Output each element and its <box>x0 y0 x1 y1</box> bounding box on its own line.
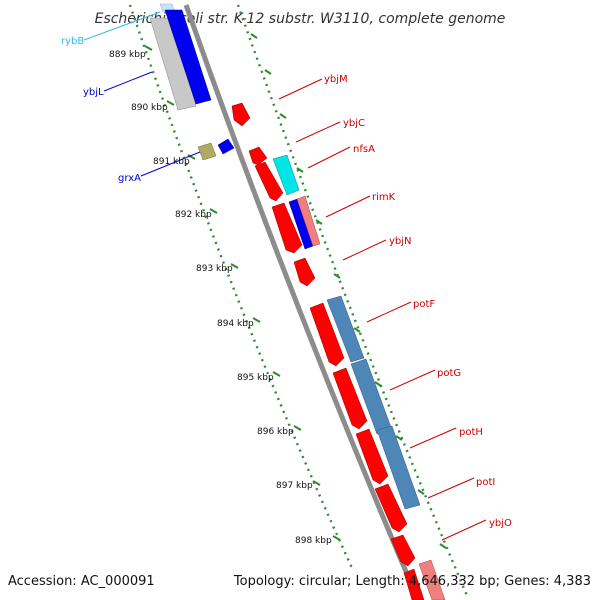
gene-label-potf[interactable]: potF <box>413 299 435 310</box>
gene-ybjl[interactable] <box>164 9 212 105</box>
map-title: Escherichia coli str. K-12 substr. W3110… <box>95 11 506 27</box>
gene-label-rybb[interactable]: rybB <box>61 36 84 47</box>
leader-line <box>278 78 323 100</box>
scale-label: 897 kbp <box>276 481 313 491</box>
outer-ruler-tick <box>439 543 447 549</box>
gene-poth-steel[interactable] <box>376 425 421 510</box>
scale-labels: 889 kbp 890 kbp 891 kbp 892 kbp 893 kbp … <box>109 50 332 546</box>
gene-ybjn[interactable] <box>293 257 316 287</box>
leader-line <box>441 519 487 541</box>
scale-label: 889 kbp <box>109 50 146 60</box>
gene-label-rimk[interactable]: rimK <box>372 192 396 203</box>
outer-ruler-tick <box>315 219 323 225</box>
scale-label: 891 kbp <box>153 157 190 167</box>
gene-label-ybjn[interactable]: ybjN <box>389 236 412 247</box>
gene-label-ybjm[interactable]: ybjM <box>324 74 348 85</box>
ruler-tick <box>187 154 196 160</box>
outer-ruler-tick <box>264 69 272 75</box>
left-gene-labels: rybB ybjL grxA <box>61 11 201 184</box>
leader-line <box>325 195 371 218</box>
outer-ruler-tick <box>417 489 425 495</box>
gene-label-poti[interactable]: potI <box>476 477 495 488</box>
outer-ruler-tick <box>296 167 304 173</box>
gene-ybjc[interactable] <box>248 146 268 166</box>
right-gene-labels: ybjM ybjC nfsA rimK ybjN potF potG potH … <box>278 74 512 541</box>
ruler-tick <box>144 45 153 51</box>
gene-potf-steel[interactable] <box>326 295 365 363</box>
ruler-tick <box>293 425 302 431</box>
forward-strand-genes <box>231 102 446 600</box>
scale-label: 893 kbp <box>196 264 233 274</box>
gene-potg[interactable] <box>332 367 368 430</box>
scale-ruler <box>128 4 470 599</box>
gene-label-ybjl[interactable]: ybjL <box>83 87 104 98</box>
gene-nfsa-b[interactable] <box>272 154 300 196</box>
leader-line <box>427 477 475 499</box>
scale-label: 894 kbp <box>217 319 254 329</box>
gene-ybjm[interactable] <box>231 102 251 127</box>
leader-line <box>295 121 341 143</box>
outer-ruler-tick <box>333 273 341 279</box>
outer-ruler-tick <box>395 435 403 441</box>
scale-label: 895 kbp <box>237 373 274 383</box>
leader-line <box>103 71 153 92</box>
gene-grxa[interactable] <box>217 138 235 155</box>
gene-label-nfsa[interactable]: nfsA <box>353 144 375 155</box>
reverse-strand-genes <box>149 3 235 161</box>
gene-potf[interactable] <box>309 302 345 367</box>
leader-line <box>140 151 201 177</box>
gene-label-ybjo[interactable]: ybjO <box>489 518 512 529</box>
gene-next-red[interactable] <box>403 568 425 600</box>
scale-label: 890 kbp <box>131 103 168 113</box>
ruler-tick <box>332 535 341 541</box>
scale-label: 892 kbp <box>175 210 212 220</box>
leader-line <box>366 301 412 323</box>
leader-line <box>409 427 457 449</box>
ruler-tick <box>312 480 321 486</box>
gene-label-ybjc[interactable]: ybjC <box>343 118 365 129</box>
ruler-tick <box>252 317 261 323</box>
ruler-tick <box>230 263 239 269</box>
topology-text: Topology: circular; Length: 4,646,332 bp… <box>233 574 591 589</box>
gene-rimk-a[interactable] <box>271 202 303 254</box>
gene-grxa-olive[interactable] <box>197 142 217 161</box>
gene-label-potg[interactable]: potG <box>437 368 461 379</box>
genome-backbone <box>183 4 421 600</box>
gene-label-grxa[interactable]: grxA <box>118 173 141 184</box>
outer-ruler-tick <box>374 381 382 387</box>
leader-line <box>342 239 387 261</box>
gene-rimk-c[interactable] <box>296 195 321 247</box>
leader-line <box>83 11 161 41</box>
gene-poti[interactable] <box>374 483 408 533</box>
gene-label-poth[interactable]: potH <box>459 427 483 438</box>
accession-text: Accession: AC_000091 <box>8 574 155 589</box>
gene-poth[interactable] <box>355 428 389 485</box>
ruler-tick <box>166 100 175 106</box>
ruler-tick <box>272 371 281 377</box>
gene-next-light[interactable] <box>418 559 446 600</box>
leader-line <box>389 369 436 391</box>
gene-nfsa-a[interactable] <box>254 161 284 202</box>
outer-ruler-line <box>236 4 470 599</box>
leader-line <box>307 146 351 169</box>
outer-ruler-tick <box>250 33 258 39</box>
outer-ruler-tick <box>353 327 361 333</box>
scale-label: 896 kbp <box>257 427 294 437</box>
outer-ruler-tick <box>279 113 287 119</box>
scale-label: 898 kbp <box>295 536 332 546</box>
gene-ybjl-gray[interactable] <box>149 17 197 111</box>
ruler-tick <box>209 208 218 214</box>
gene-ybjo[interactable] <box>390 534 416 567</box>
ruler-ticks <box>144 33 447 549</box>
